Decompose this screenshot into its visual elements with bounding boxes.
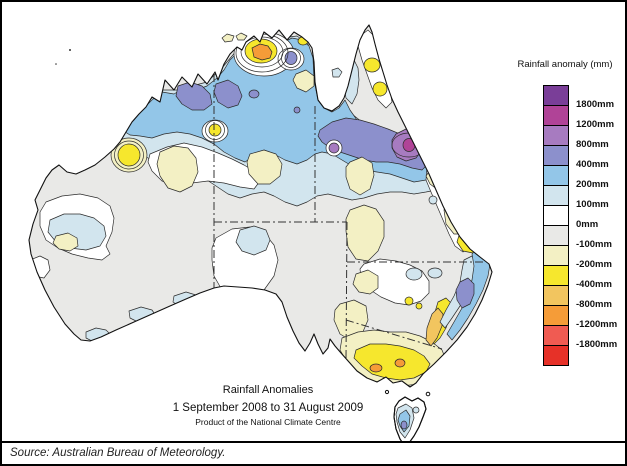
- australia-map: [28, 24, 493, 441]
- melville-island: [235, 32, 248, 41]
- legend-swatch: [543, 265, 569, 286]
- legend-swatch: [543, 105, 569, 126]
- sea-speck: [69, 49, 71, 51]
- map-title: Rainfall Anomalies: [222, 384, 314, 396]
- legend-label: -800mm: [576, 299, 612, 310]
- legend-swatch: [543, 325, 569, 346]
- flinders-island: [425, 391, 431, 397]
- legend-swatch: [543, 285, 569, 306]
- legend-label: -100mm: [576, 239, 612, 250]
- legend-label: -1800mm: [576, 339, 618, 350]
- legend-label: 100mm: [576, 199, 609, 210]
- legend-label: -1200mm: [576, 319, 618, 330]
- legend-swatch: [543, 205, 569, 226]
- legend-swatch: [543, 145, 569, 166]
- legend-swatch: [543, 225, 569, 246]
- source-note: Source: Australian Bureau of Meteorology…: [10, 447, 226, 459]
- legend-label: 200mm: [576, 179, 609, 190]
- state-borders: [213, 74, 489, 360]
- legend-label: 1200mm: [576, 119, 615, 130]
- tiwi-islands: [221, 33, 235, 43]
- legend-label: 800mm: [576, 139, 609, 150]
- legend-label: 400mm: [576, 159, 609, 170]
- legend-swatch: [543, 245, 569, 266]
- groote-eylandt: [331, 67, 343, 78]
- legend-swatch: [543, 345, 569, 366]
- legend-label: 0mm: [576, 219, 599, 230]
- legend-label: -400mm: [576, 279, 612, 290]
- legend-swatch: [543, 85, 569, 106]
- caption-block: Rainfall Anomalies 1 September 2008 to 3…: [112, 384, 424, 427]
- tasmania: [384, 389, 431, 441]
- king-island: [384, 389, 390, 395]
- legend-swatch: [543, 305, 569, 326]
- legend-swatch: [543, 185, 569, 206]
- legend-swatch: [543, 165, 569, 186]
- legend-swatch: [543, 125, 569, 146]
- legend-label: 1800mm: [576, 99, 615, 110]
- legend-swatches: [543, 85, 569, 366]
- legend-title: Rainfall anomaly (mm): [517, 59, 613, 70]
- legend-labels: 1800mm 1200mm 800mm 400mm 200mm 100mm 0mm -100m…: [576, 85, 625, 367]
- sea-speck: [55, 63, 57, 65]
- map-product: Product of the National Climate Centre: [195, 417, 341, 427]
- legend-label: -200mm: [576, 259, 612, 270]
- source-bar: Source: Australian Bureau of Meteorology…: [2, 441, 625, 464]
- map-period: 1 September 2008 to 31 August 2009: [172, 402, 364, 414]
